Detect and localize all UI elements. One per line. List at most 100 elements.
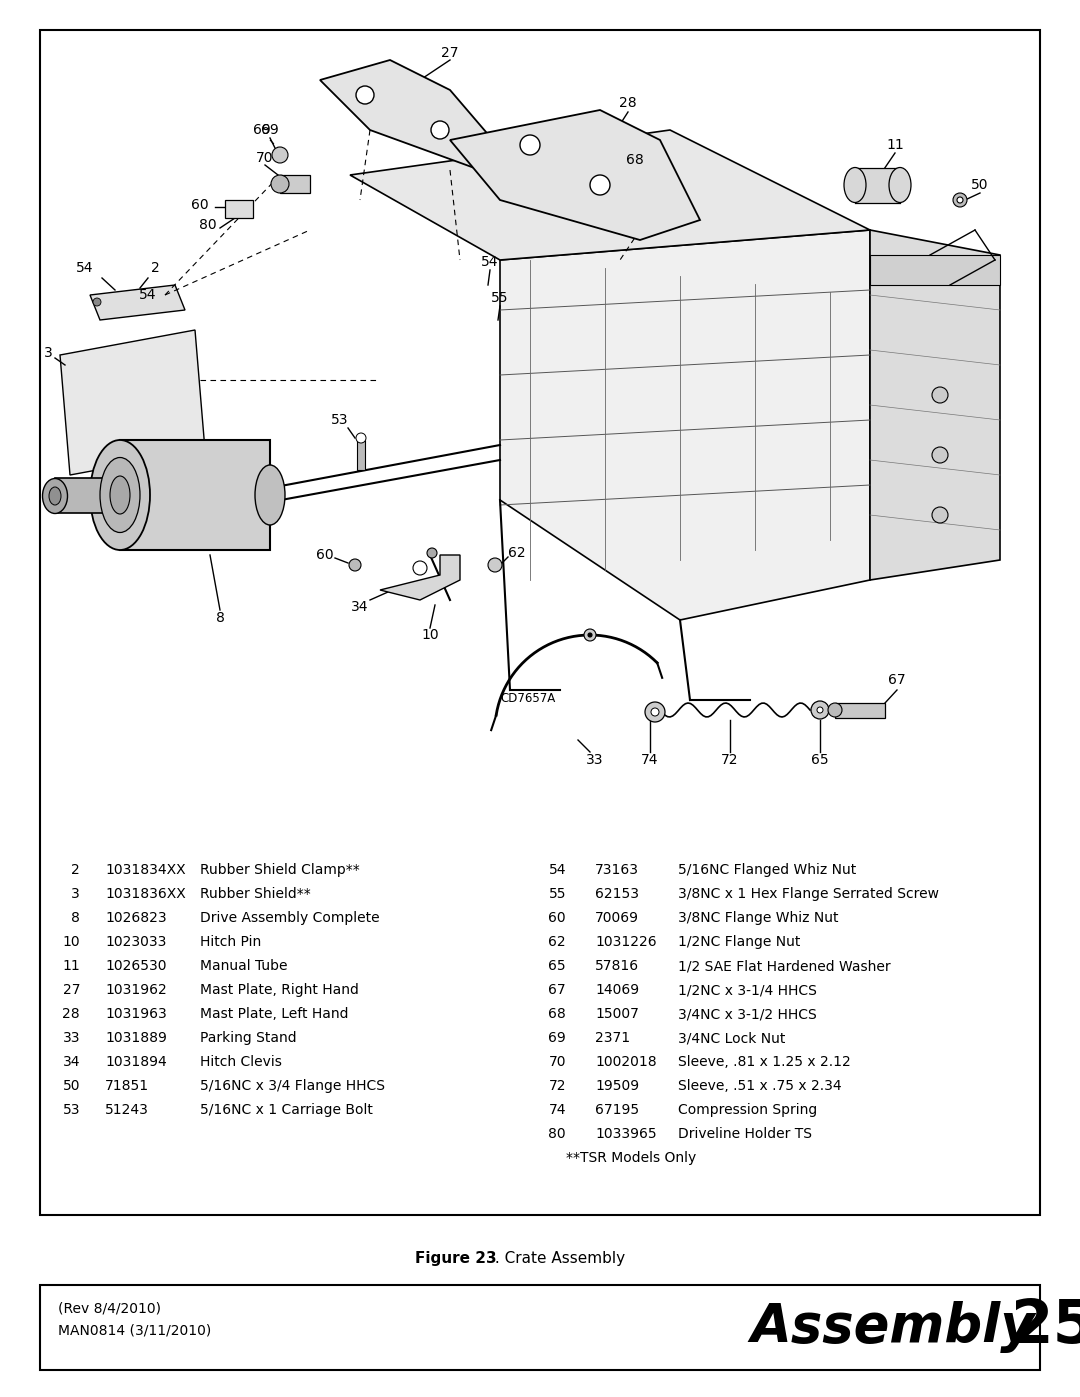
Polygon shape — [450, 110, 700, 240]
Text: 28: 28 — [619, 96, 637, 110]
Circle shape — [811, 701, 829, 719]
Circle shape — [356, 87, 374, 103]
Text: 19509: 19509 — [595, 1078, 639, 1092]
Text: 1/2NC Flange Nut: 1/2NC Flange Nut — [678, 935, 800, 949]
Circle shape — [356, 433, 366, 443]
Circle shape — [488, 557, 502, 571]
Text: 8: 8 — [216, 610, 225, 624]
Text: Rubber Shield**: Rubber Shield** — [200, 887, 311, 901]
Text: 3: 3 — [43, 346, 52, 360]
Text: 27: 27 — [442, 46, 459, 60]
Text: 54: 54 — [139, 288, 157, 302]
Text: 14069: 14069 — [595, 983, 639, 997]
Text: Sleeve, .51 x .75 x 2.34: Sleeve, .51 x .75 x 2.34 — [678, 1078, 841, 1092]
Text: 62: 62 — [549, 935, 566, 949]
Text: 10: 10 — [63, 935, 80, 949]
Circle shape — [584, 629, 596, 641]
Text: 72: 72 — [549, 1078, 566, 1092]
Circle shape — [645, 703, 665, 722]
Ellipse shape — [49, 488, 60, 504]
Circle shape — [828, 703, 842, 717]
Ellipse shape — [90, 440, 150, 550]
Text: Sleeve, .81 x 1.25 x 2.12: Sleeve, .81 x 1.25 x 2.12 — [678, 1055, 851, 1069]
Text: 69: 69 — [261, 123, 279, 137]
Text: 55: 55 — [491, 291, 509, 305]
Ellipse shape — [889, 168, 912, 203]
Circle shape — [816, 707, 823, 712]
Ellipse shape — [100, 457, 140, 532]
Polygon shape — [60, 330, 205, 475]
Bar — [280, 175, 310, 193]
Text: 1/2 SAE Flat Hardened Washer: 1/2 SAE Flat Hardened Washer — [678, 958, 891, 972]
Ellipse shape — [42, 479, 67, 514]
Text: 5/16NC Flanged Whiz Nut: 5/16NC Flanged Whiz Nut — [678, 863, 856, 877]
Text: 2: 2 — [71, 863, 80, 877]
Text: 3/8NC x 1 Hex Flange Serrated Screw: 3/8NC x 1 Hex Flange Serrated Screw — [678, 887, 939, 901]
Text: 60: 60 — [191, 198, 208, 212]
Circle shape — [957, 197, 963, 203]
Polygon shape — [350, 130, 870, 260]
Circle shape — [413, 562, 427, 576]
Text: 11: 11 — [886, 138, 904, 152]
Text: 1031894: 1031894 — [105, 1055, 166, 1069]
Text: 2371: 2371 — [595, 1031, 630, 1045]
Text: 8: 8 — [71, 911, 80, 925]
Text: 53: 53 — [63, 1104, 80, 1118]
Text: 1031226: 1031226 — [595, 935, 657, 949]
Circle shape — [590, 175, 610, 196]
Text: 34: 34 — [351, 599, 368, 615]
Text: 3: 3 — [71, 887, 80, 901]
Circle shape — [651, 708, 659, 717]
Text: 1031962: 1031962 — [105, 983, 166, 997]
Text: 60: 60 — [549, 911, 566, 925]
Text: 74: 74 — [549, 1104, 566, 1118]
Text: 10: 10 — [421, 629, 438, 643]
Text: 34: 34 — [63, 1055, 80, 1069]
Bar — [835, 703, 885, 718]
Text: 1026530: 1026530 — [105, 958, 166, 972]
Text: 2: 2 — [150, 261, 160, 275]
Text: Mast Plate, Right Hand: Mast Plate, Right Hand — [200, 983, 359, 997]
Bar — [40, 29, 1040, 1215]
Text: Manual Tube: Manual Tube — [200, 958, 287, 972]
Text: Figure 23: Figure 23 — [415, 1250, 497, 1266]
Circle shape — [588, 633, 592, 637]
Text: 54: 54 — [549, 863, 566, 877]
Text: 57816: 57816 — [595, 958, 639, 972]
Ellipse shape — [255, 465, 285, 525]
Circle shape — [932, 387, 948, 402]
Bar — [225, 200, 253, 218]
Text: 60: 60 — [316, 548, 334, 562]
Text: 70069: 70069 — [595, 911, 639, 925]
Text: 71851: 71851 — [105, 1078, 149, 1092]
Text: 15007: 15007 — [595, 1007, 639, 1021]
Text: **TSR Models Only: **TSR Models Only — [566, 1151, 697, 1165]
Text: 69: 69 — [549, 1031, 566, 1045]
Bar — [855, 168, 900, 203]
Circle shape — [272, 147, 288, 163]
Text: Assembly: Assembly — [750, 1301, 1035, 1354]
Circle shape — [349, 559, 361, 571]
Polygon shape — [380, 555, 460, 599]
Text: 3/8NC Flange Whiz Nut: 3/8NC Flange Whiz Nut — [678, 911, 838, 925]
Text: 65: 65 — [811, 753, 828, 767]
Text: Compression Spring: Compression Spring — [678, 1104, 818, 1118]
Circle shape — [932, 447, 948, 462]
Polygon shape — [500, 231, 870, 620]
Bar — [40, 1285, 1040, 1370]
Text: Drive Assembly Complete: Drive Assembly Complete — [200, 911, 380, 925]
Text: Hitch Clevis: Hitch Clevis — [200, 1055, 282, 1069]
Polygon shape — [90, 285, 185, 320]
Text: Mast Plate, Left Hand: Mast Plate, Left Hand — [200, 1007, 349, 1021]
Text: 70: 70 — [256, 151, 273, 165]
Text: Rubber Shield Clamp**: Rubber Shield Clamp** — [200, 863, 360, 877]
Text: 67195: 67195 — [595, 1104, 639, 1118]
Text: 62: 62 — [509, 546, 526, 560]
Text: 54: 54 — [482, 256, 499, 270]
Text: 3/4NC x 3-1/2 HHCS: 3/4NC x 3-1/2 HHCS — [678, 1007, 816, 1021]
Text: 70: 70 — [549, 1055, 566, 1069]
Text: 5/16NC x 1 Carriage Bolt: 5/16NC x 1 Carriage Bolt — [200, 1104, 373, 1118]
Bar — [120, 440, 270, 550]
Text: 80: 80 — [549, 1127, 566, 1141]
Circle shape — [271, 175, 289, 193]
